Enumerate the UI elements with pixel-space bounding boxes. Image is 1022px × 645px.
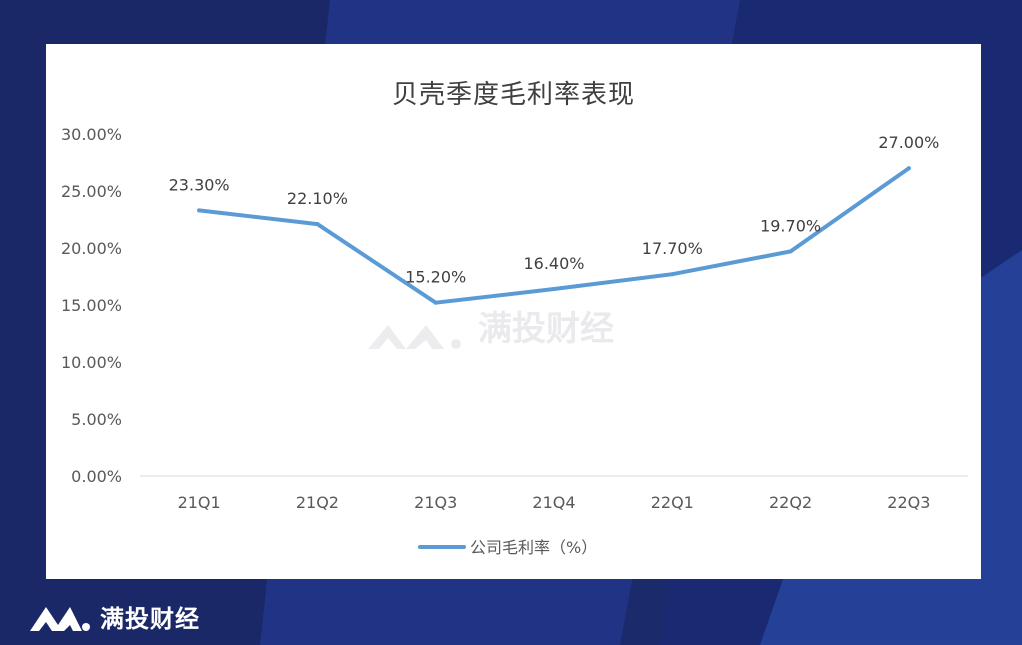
- y-tick-label: 10.00%: [61, 353, 122, 372]
- x-tick-label: 21Q3: [414, 493, 457, 512]
- y-tick-label: 20.00%: [61, 239, 122, 258]
- watermark-text: 满投财经: [478, 309, 614, 349]
- brand: 满投财经: [28, 596, 200, 636]
- y-tick-label: 15.00%: [61, 296, 122, 315]
- x-tick-label: 22Q1: [651, 493, 694, 512]
- x-tick-label: 21Q1: [178, 493, 221, 512]
- data-point: [670, 272, 675, 277]
- data-label: 19.70%: [760, 216, 821, 235]
- legend-label: 公司毛利率（%）: [470, 538, 597, 557]
- data-label: 22.10%: [287, 189, 348, 208]
- watermark-dot-icon: [451, 339, 461, 349]
- watermark: 满投财经: [368, 309, 614, 349]
- chart-title: 贝壳季度毛利率表现: [391, 80, 635, 110]
- data-label: 27.00%: [878, 133, 939, 152]
- data-label: 23.30%: [169, 175, 230, 194]
- x-tick-label: 22Q3: [887, 493, 930, 512]
- line-chart: 满投财经 0.00% 5.00% 10.00% 15.00% 20.00% 25.00% 3…: [61, 125, 968, 557]
- watermark-logo-icon: [368, 325, 444, 349]
- data-point: [315, 222, 320, 227]
- x-tick-label: 21Q2: [296, 493, 339, 512]
- data-point: [906, 166, 911, 171]
- data-label: 15.20%: [405, 268, 466, 287]
- brand-logo-icon: [30, 607, 90, 631]
- data-point: [433, 300, 438, 305]
- data-label: 17.70%: [642, 239, 703, 258]
- data-label: 16.40%: [523, 254, 584, 273]
- x-tick-label: 22Q2: [769, 493, 812, 512]
- y-tick-label: 5.00%: [71, 410, 122, 429]
- data-point: [552, 287, 556, 292]
- data-point: [788, 249, 793, 254]
- y-tick-label: 30.00%: [61, 125, 122, 144]
- brand-name: 满投财经: [100, 604, 200, 633]
- y-tick-label: 25.00%: [61, 182, 122, 201]
- chart-card: 贝壳季度毛利率表现 满投财经 0.00% 5.00% 10.00% 15.00% 20.…: [46, 44, 981, 579]
- x-tick-label: 21Q4: [532, 493, 575, 512]
- data-point: [197, 208, 202, 213]
- y-tick-label: 0.00%: [71, 467, 122, 486]
